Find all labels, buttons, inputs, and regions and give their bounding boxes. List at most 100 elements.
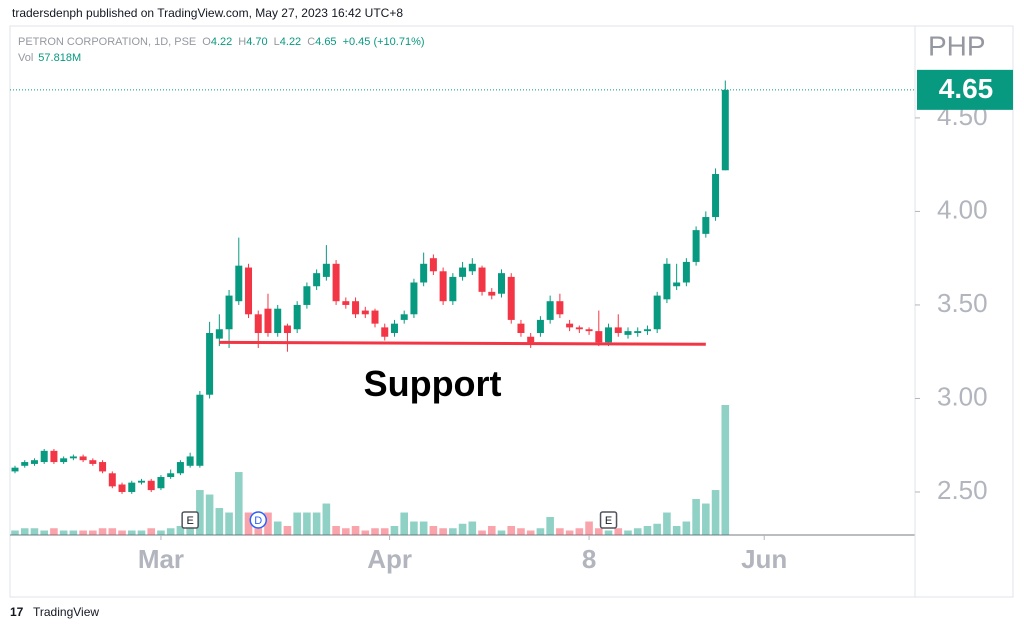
key: O [202,36,211,48]
symbol: PETRON CORPORATION, 1D, PSE [18,36,196,48]
volume-bar [633,528,642,535]
footer-text: TradingView [33,605,99,619]
volume-bar [487,526,496,535]
volume-bar [439,528,447,535]
candle-body [225,295,233,330]
volume-bar [702,503,710,535]
y-tick-label: 3.00 [937,381,988,411]
candle-body [108,473,116,487]
volume-bar [663,512,671,535]
volume-bar [419,521,428,535]
candle-body [653,295,661,330]
volume-bar [585,521,593,535]
volume-bar [89,530,97,535]
event-marker [181,511,199,529]
candle-body [254,314,262,333]
candle-body [429,258,437,272]
candle-body [624,331,632,335]
volume-bar [137,530,146,535]
volume-bar [176,526,185,535]
volume-bar [322,503,331,535]
candle-body [157,477,165,489]
candle-body [303,286,311,305]
volume-bar [293,512,301,535]
candle-body [196,394,204,466]
last-price-label: 4.65 [939,73,994,104]
volume-bar [556,528,564,535]
candle-body [147,480,155,491]
candle-body [634,331,642,333]
candle-body [264,308,272,333]
change: +0.45 (+10.71%) [343,36,425,48]
volume-bar [604,530,613,535]
volume-bar [147,528,156,535]
candle-body [400,314,408,320]
legend-ohlc: PETRON CORPORATION, 1D, PSE O4.22 H4.70 L4.… [18,36,425,48]
y-tick-label: 4.00 [937,194,988,224]
volume-bar [166,528,175,535]
candle-body [118,484,126,492]
volume-bar [565,530,574,535]
volume-bar [672,526,681,535]
candle-body [332,263,340,302]
candle-body [99,462,107,472]
volume-bar [20,528,29,535]
candle-body [361,310,369,315]
candle-body [186,456,194,466]
candle-body [322,263,330,277]
volume-bar [507,526,516,535]
candle-body [245,267,253,315]
volume-bar [342,528,350,535]
volume-bar [205,494,214,535]
candle-body [420,263,428,283]
volume-bar [157,530,165,535]
volume-bar [458,523,467,535]
volume-bar [546,517,554,535]
candle-body [352,301,360,315]
val: 4.65 [315,36,336,48]
currency: PHP [928,30,986,61]
candle-body [69,456,77,459]
candle-body [585,329,593,332]
volume-bar [273,521,282,535]
candle-body [235,265,243,302]
x-tick-label: 8 [582,544,596,574]
event-label: D [254,515,262,527]
y-tick-label: 3.50 [937,288,988,318]
volume-bar [69,530,78,535]
candle-body [449,276,457,302]
volume-bar [390,526,399,535]
candle-body [459,267,467,277]
volume-bar [410,521,418,535]
candle-body [721,89,729,171]
candle-body [60,458,68,463]
volume-bar [59,530,68,535]
candle-body [682,261,690,283]
candle-body [595,331,603,343]
volume-bar [312,512,321,535]
footer: 17 TradingView [10,605,99,619]
candle-body [702,217,710,234]
candle-body [21,462,29,466]
candle-body [206,333,214,395]
candle-body [293,304,301,330]
candle-body [381,327,389,337]
volume-bar [196,490,204,535]
candle-body [40,450,48,463]
volume-bar [624,530,632,535]
volume-bar [118,530,126,535]
candle-body [439,271,447,302]
volume-bar [127,530,136,535]
volume-bar [429,526,438,535]
support-line [219,340,706,346]
candle-body [517,323,525,333]
volume-bar [11,530,19,535]
volume-bar [50,528,58,535]
x-tick-label: Mar [138,544,184,574]
volume-bar [234,472,243,535]
candle-body [527,336,535,343]
volume-bar [468,521,477,535]
candle-body [498,273,505,294]
volume-bar [711,490,720,535]
volume-bar [478,530,486,535]
